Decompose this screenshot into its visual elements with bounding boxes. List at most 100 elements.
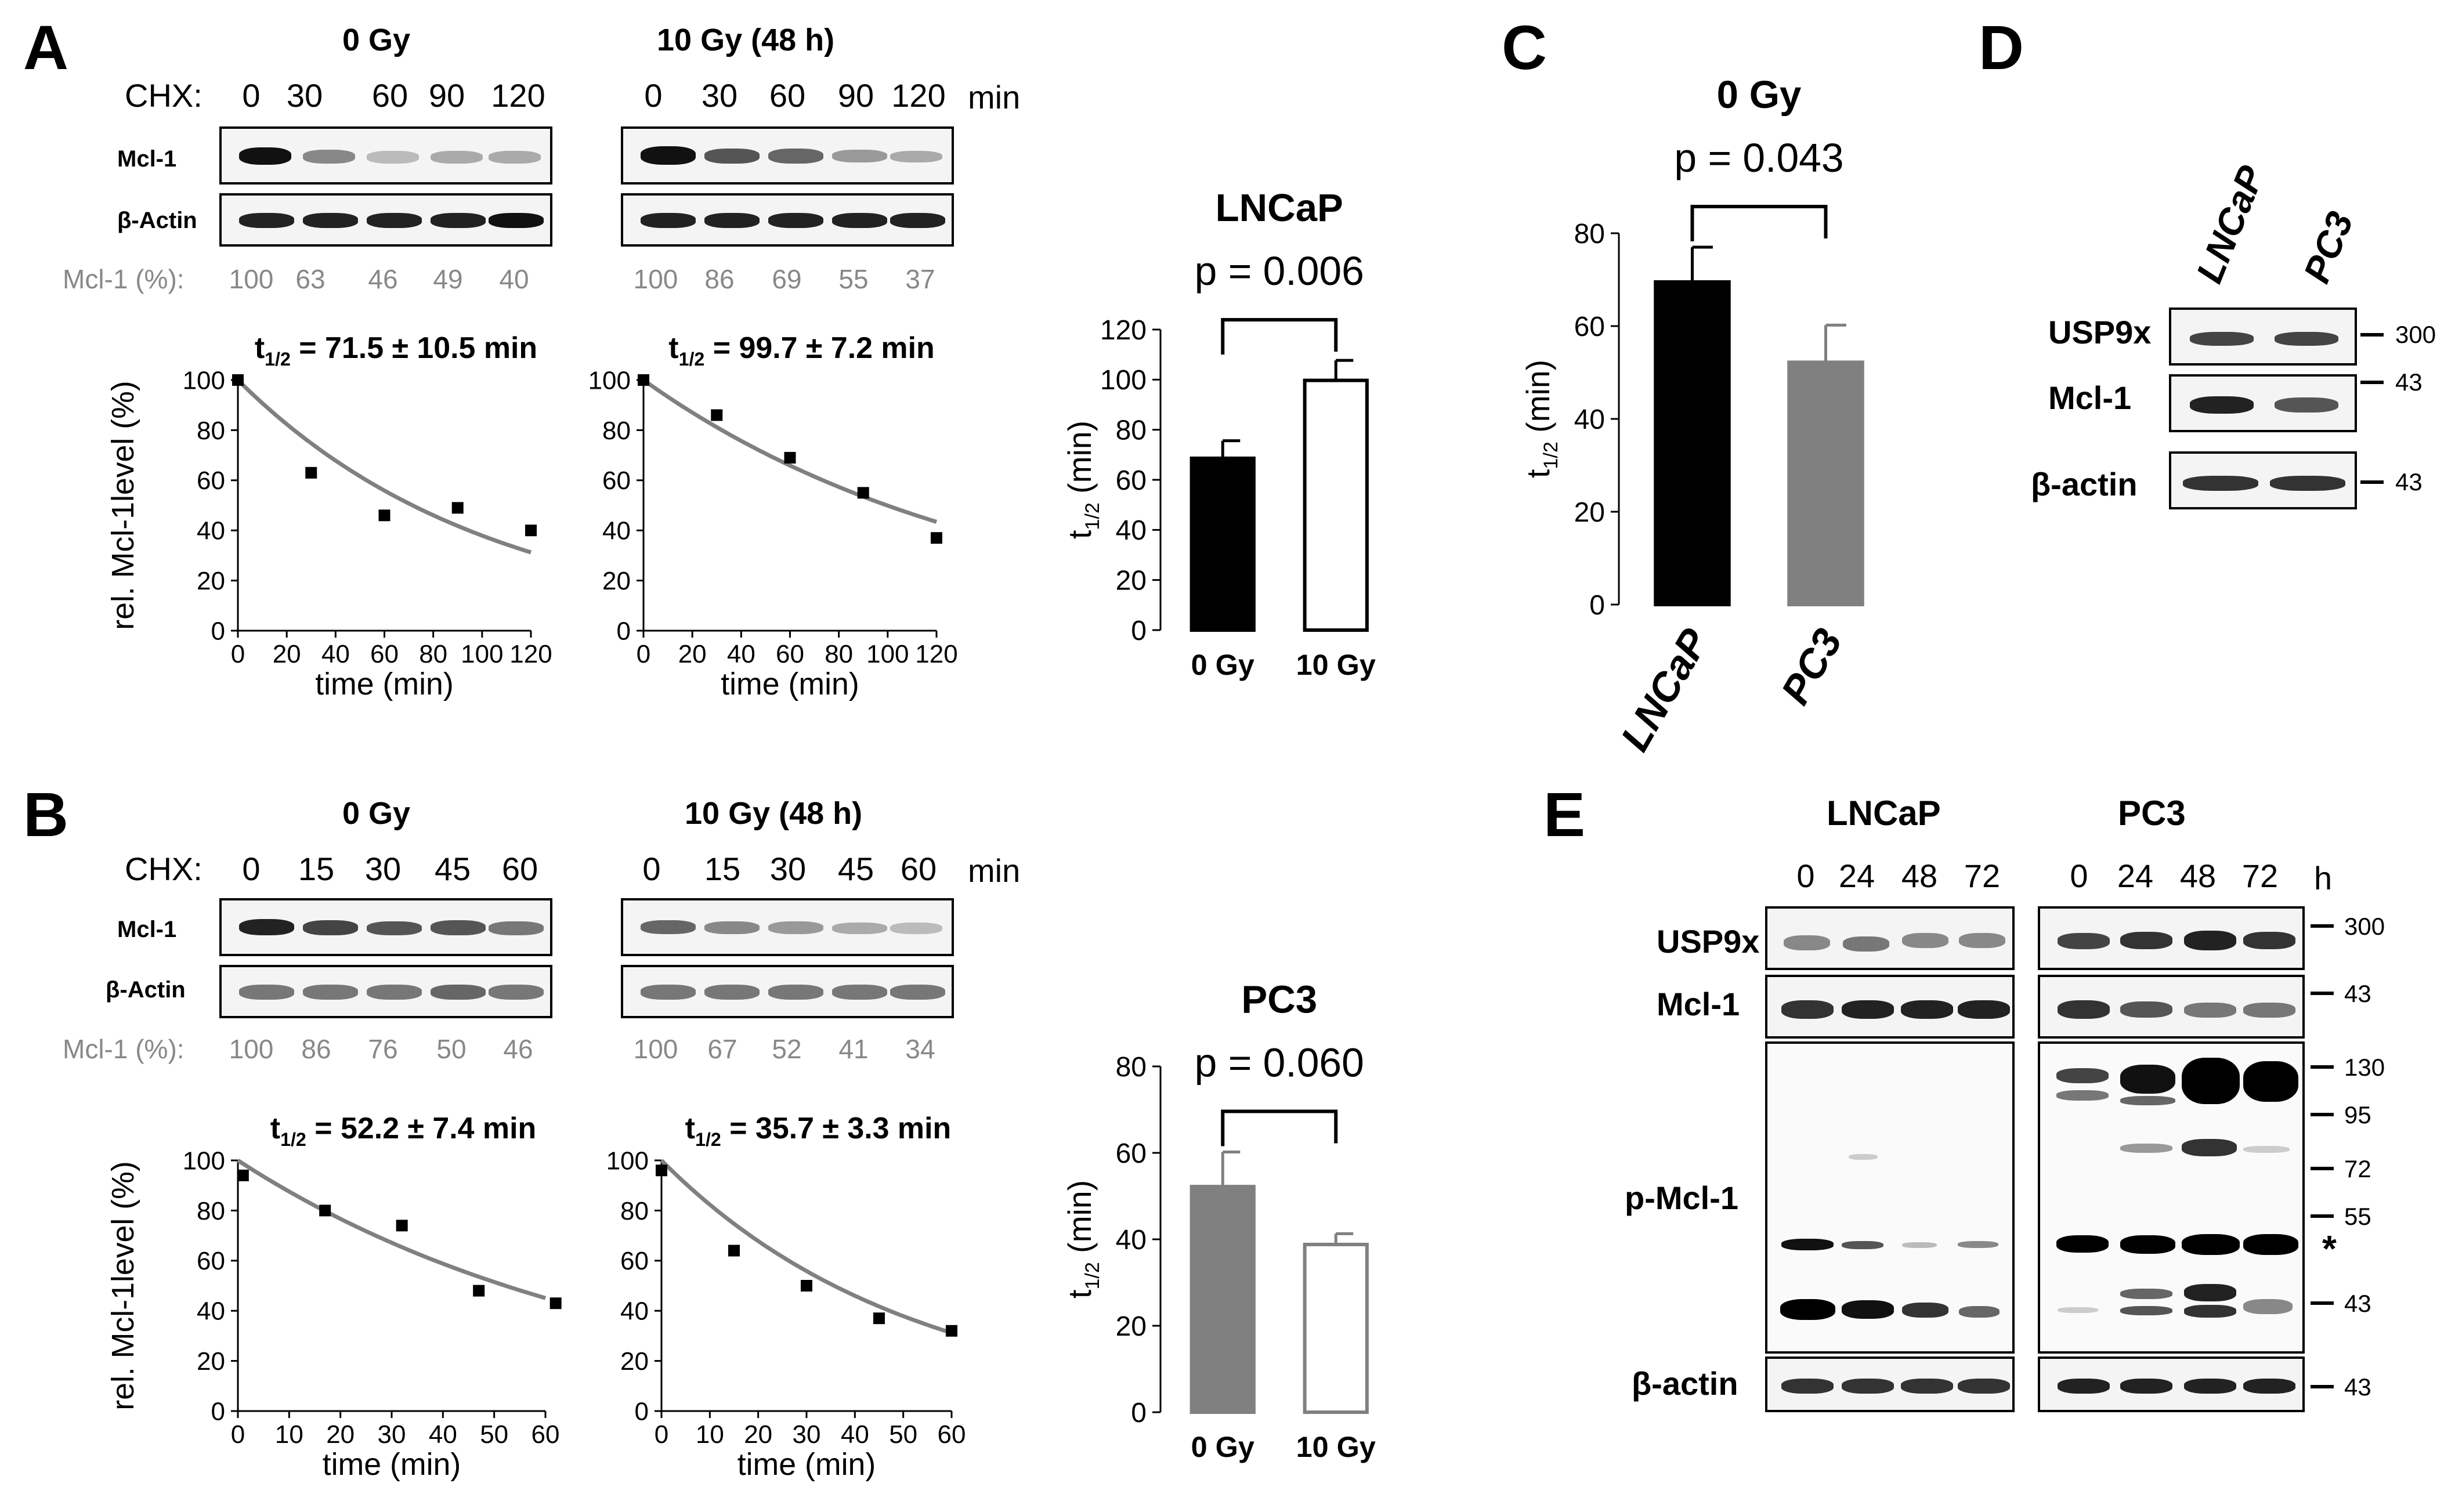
e-time: 0 (2070, 858, 2088, 894)
b-time: 15 (298, 851, 335, 887)
data-point (946, 1325, 957, 1337)
bar (1654, 280, 1731, 606)
b-time: 60 (900, 851, 937, 887)
d-row-actin: β-actin (2031, 466, 2138, 502)
b-pct: 41 (838, 1034, 869, 1064)
data-point (549, 1297, 562, 1310)
y-tick-label: 0 (635, 1397, 649, 1426)
p-value: p = 0.006 (1195, 248, 1364, 294)
data-point (451, 502, 464, 514)
e-mw-tick (2311, 1301, 2334, 1305)
b-pct: 46 (503, 1034, 533, 1064)
x-tick-label: 40 (321, 640, 350, 668)
a-pct: 40 (499, 264, 529, 294)
x-tick-label: 20 (326, 1420, 355, 1449)
b-pct: 50 (436, 1034, 467, 1064)
data-point (801, 1280, 812, 1292)
b-pct-label: Mcl-1 (%): (63, 1034, 185, 1064)
b-time: 45 (837, 851, 874, 887)
e-mw-95: 95 (2344, 1101, 2371, 1128)
data-point (728, 1245, 740, 1257)
x-tick-label: 10 (696, 1420, 724, 1449)
y-tick-label: 0 (1589, 590, 1605, 621)
bar (1303, 1242, 1369, 1414)
y-tick-label: 80 (197, 1197, 225, 1225)
x-tick-label: 60 (938, 1420, 966, 1449)
e-blot-actin-pc3 (2038, 1357, 2305, 1412)
e-mw-tick (2311, 1065, 2334, 1069)
x-category-label: 0 Gy (1191, 648, 1254, 681)
e-row-actin: β-actin (1632, 1365, 1738, 1402)
fit-curve (642, 378, 938, 524)
x-tick-label: 0 (231, 1420, 245, 1449)
significance-bracket (1221, 318, 1338, 355)
x-tick-label: 20 (678, 640, 707, 668)
a-pct: 100 (633, 264, 678, 294)
y-tick-label: 100 (183, 1146, 225, 1175)
x-tick-label: 100 (866, 640, 909, 668)
x-tick-label: 10 (275, 1420, 303, 1449)
x-tick-label: 40 (841, 1420, 869, 1449)
y-axis-title: t1/2 (min) (1520, 360, 1562, 478)
y-tick-label: 40 (197, 1297, 225, 1326)
a-blot-actin-10gy (621, 193, 954, 247)
y-tick-label: 0 (211, 1397, 225, 1426)
y-tick-label: 0 (1131, 1398, 1147, 1428)
x-tick-label: 60 (370, 640, 399, 668)
x-tick-label: 0 (637, 640, 650, 668)
data-point (396, 1220, 408, 1232)
x-tick-label: 30 (793, 1420, 821, 1449)
d-mw-tick (2360, 480, 2384, 484)
y-tick-label: 80 (1116, 415, 1147, 446)
e-mw-43: 43 (2344, 980, 2371, 1007)
significance-bracket (1690, 205, 1828, 241)
b-pct: 100 (633, 1034, 678, 1064)
e-row-pmcl1: p-Mcl-1 (1625, 1180, 1738, 1216)
b-row-mcl1: Mcl-1 (117, 917, 177, 942)
x-tick-label: 60 (776, 640, 804, 668)
x-tick-label: 100 (461, 640, 503, 668)
a-pct: 86 (704, 264, 735, 294)
x-tick-label: 40 (727, 640, 755, 668)
a-row-mcl1: Mcl-1 (117, 146, 177, 172)
b-time: 15 (704, 851, 741, 887)
e-mw-tick (2311, 924, 2334, 928)
y-tick-label: 40 (1574, 404, 1605, 435)
y-tick-label: 80 (1574, 219, 1605, 249)
b-chx-label: CHX: (125, 851, 203, 887)
a-pct: 46 (368, 264, 398, 294)
e-time: 72 (1964, 858, 2001, 894)
a-time: 120 (891, 77, 946, 114)
bar (1189, 456, 1256, 632)
a-time: 0 (242, 77, 261, 114)
a-min-label: min (968, 79, 1021, 115)
x-tick-label: 80 (419, 640, 447, 668)
e-mw-tick (2311, 1214, 2334, 1218)
b-time: 0 (642, 851, 661, 887)
e-blot-usp9x-lncap (1765, 906, 2015, 970)
y-tick-label: 20 (1574, 497, 1605, 528)
y-tick-label: 60 (602, 466, 631, 495)
y-tick-label: 20 (602, 567, 631, 595)
x-category-label: LNCaP (1612, 621, 1718, 758)
a-pct: 49 (433, 264, 463, 294)
a-time: 60 (371, 77, 408, 114)
x-tick-label: 80 (825, 640, 853, 668)
data-point (237, 1169, 249, 1181)
e-time: 72 (2241, 858, 2279, 894)
p-value: p = 0.060 (1195, 1040, 1364, 1086)
chart-title: t1/2 = 71.5 ± 10.5 min (255, 331, 537, 370)
data-point (525, 525, 537, 537)
e-group-pc3: PC3 (2118, 794, 2186, 833)
d-mw-300: 300 (2395, 321, 2436, 348)
x-axis-title: time (min) (315, 667, 454, 701)
x-tick-label: 120 (509, 640, 552, 668)
b-time: 60 (501, 851, 538, 887)
e-row-usp9x: USP9x (1657, 923, 1760, 960)
b-time: 30 (769, 851, 807, 887)
